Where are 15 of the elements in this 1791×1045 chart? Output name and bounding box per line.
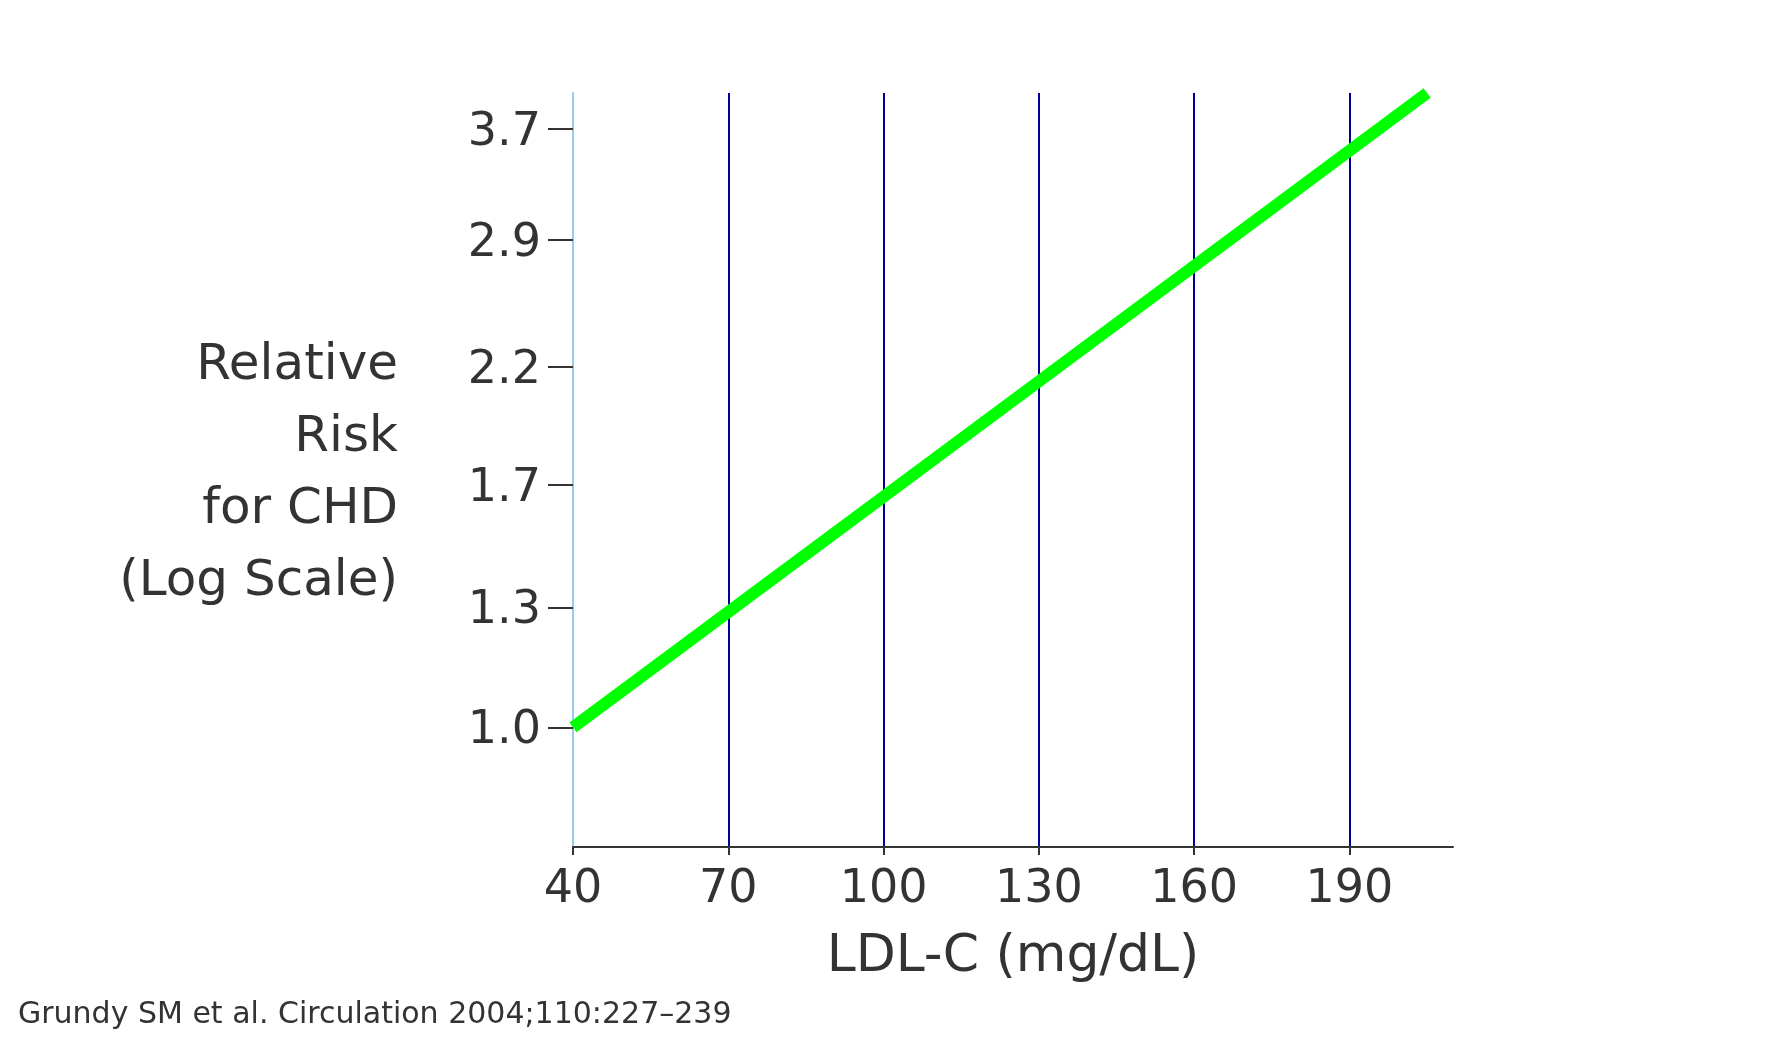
- y-axis-title: Relative Risk for CHD (Log Scale): [119, 333, 399, 607]
- x-tick-label: 100: [839, 859, 928, 913]
- x-axis-title: LDL-C (mg/dL): [826, 923, 1200, 983]
- y-tick-label: 1.7: [467, 457, 541, 512]
- y-tick-label: 3.7: [467, 101, 541, 156]
- x-tick-label: 70: [699, 859, 758, 913]
- x-tick-label: 160: [1150, 859, 1239, 913]
- text: Grundy SM et al. Circulation 2004;110:227–239: [18, 994, 732, 1030]
- y-tick-label: 1.0: [467, 700, 541, 755]
- y-tick-label: 2.9: [467, 213, 541, 268]
- x-tick-label: 40: [543, 859, 603, 913]
- x-tick-label: 190: [1305, 859, 1394, 913]
- x-tick-label: 130: [994, 859, 1083, 913]
- y-tick-label: 1.3: [467, 580, 541, 635]
- y-tick-label: 2.2: [467, 339, 541, 394]
